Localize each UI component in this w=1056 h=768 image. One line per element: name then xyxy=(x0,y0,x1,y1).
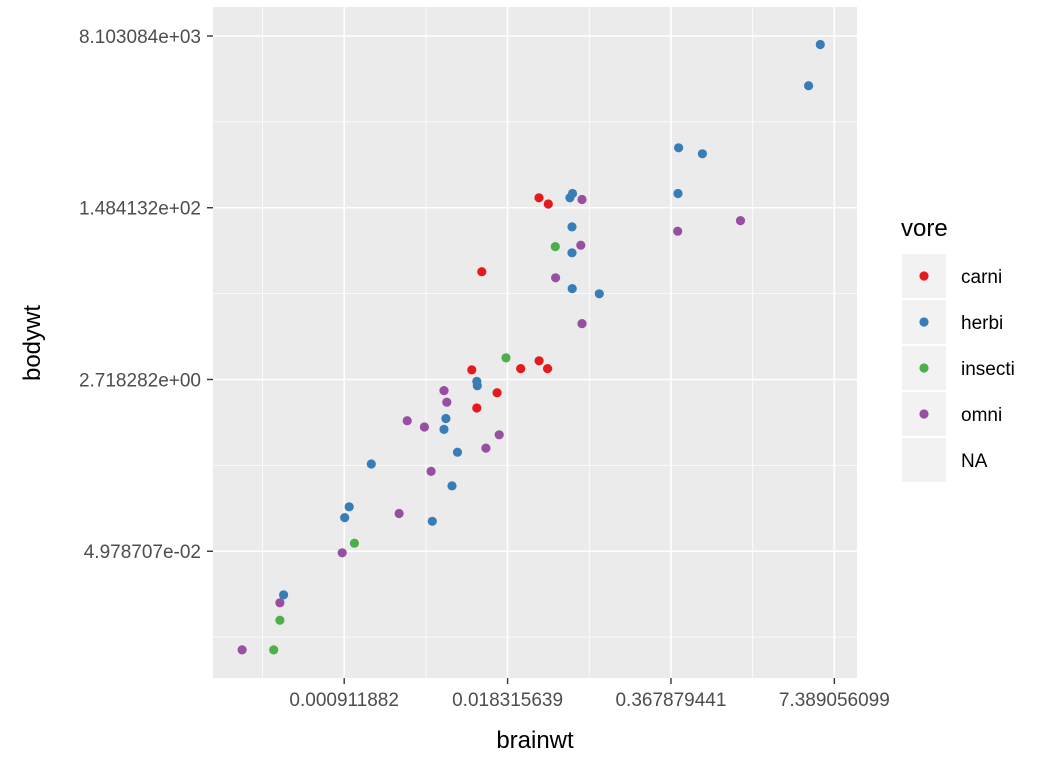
legend-label-insecti: insecti xyxy=(961,359,1015,380)
data-point-omni xyxy=(442,397,452,407)
legend-swatch-herbi xyxy=(919,317,929,327)
data-point-herbi xyxy=(815,39,825,50)
data-point-carni xyxy=(543,199,553,209)
data-point-omni xyxy=(337,548,347,558)
data-point-herbi xyxy=(567,248,577,258)
data-point-carni xyxy=(543,364,553,374)
data-point-herbi xyxy=(594,289,604,299)
data-points xyxy=(237,39,825,655)
data-point-insecti xyxy=(269,645,279,655)
data-point-omni xyxy=(402,416,412,426)
data-point-herbi xyxy=(472,376,482,386)
data-point-herbi xyxy=(344,502,354,512)
data-point-herbi xyxy=(447,481,457,491)
data-point-herbi xyxy=(439,424,449,434)
data-point-omni xyxy=(481,443,491,453)
legend-title: vore xyxy=(901,215,948,242)
y-axis: 4.978707e-02 2.718282e+00 1.484132e+02 8.10… xyxy=(79,27,213,563)
legend-key-na xyxy=(902,438,946,482)
data-point-herbi xyxy=(452,447,463,457)
data-point-herbi xyxy=(279,590,289,600)
legend-label-herbi: herbi xyxy=(961,313,1003,334)
data-point-herbi xyxy=(441,413,451,424)
legend-label-na: NA xyxy=(961,451,988,472)
data-point-omni xyxy=(394,508,404,519)
legend: vore carni herbi insecti omni NA xyxy=(901,215,1015,482)
data-point-herbi xyxy=(674,143,684,153)
data-point-omni xyxy=(673,226,683,236)
data-point-herbi xyxy=(567,222,577,232)
data-point-omni xyxy=(735,216,746,226)
data-point-omni xyxy=(551,273,561,283)
data-point-herbi xyxy=(673,188,683,199)
y-tick-label: 1.484132e+02 xyxy=(79,199,201,220)
grid-major xyxy=(213,7,857,678)
y-tick-label: 2.718282e+00 xyxy=(79,370,201,391)
data-point-insecti xyxy=(275,615,285,625)
data-point-herbi xyxy=(567,284,577,294)
data-point-omni xyxy=(577,319,587,329)
x-axis-title: brainwt xyxy=(496,727,574,754)
data-point-omni xyxy=(439,386,449,396)
x-tick-label: 0.000911882 xyxy=(289,690,399,711)
data-point-carni xyxy=(472,403,482,413)
data-point-omni xyxy=(577,194,587,205)
legend-swatch-omni xyxy=(919,409,929,419)
x-tick-label: 0.018315639 xyxy=(452,690,563,711)
data-point-carni xyxy=(534,356,544,366)
y-axis-title: bodywt xyxy=(19,305,46,381)
data-point-omni xyxy=(419,422,429,432)
legend-swatch-insecti xyxy=(919,363,929,373)
data-point-carni xyxy=(534,193,544,203)
x-tick-label: 0.367879441 xyxy=(615,690,726,711)
grid-minor xyxy=(213,7,857,678)
data-point-herbi xyxy=(366,459,376,469)
data-point-omni xyxy=(576,240,586,250)
y-tick-label: 4.978707e-02 xyxy=(84,542,201,563)
data-point-omni xyxy=(426,466,436,476)
legend-label-carni: carni xyxy=(961,267,1002,288)
data-point-carni xyxy=(516,364,526,374)
x-tick-label: 7.389056099 xyxy=(779,690,890,711)
data-point-carni xyxy=(477,267,487,277)
data-point-omni xyxy=(275,598,285,608)
data-point-herbi xyxy=(567,188,578,199)
data-point-carni xyxy=(492,388,502,398)
data-point-omni xyxy=(494,430,504,440)
panel-background xyxy=(213,7,857,678)
legend-swatch-carni xyxy=(919,271,929,281)
data-point-herbi xyxy=(340,513,350,523)
x-axis: 0.000911882 0.018315639 0.367879441 7.38905… xyxy=(289,678,890,711)
data-point-herbi xyxy=(427,516,437,526)
y-tick-label: 8.103084e+03 xyxy=(79,27,201,48)
data-point-insecti xyxy=(550,242,560,252)
data-point-omni xyxy=(237,645,247,655)
data-point-insecti xyxy=(501,353,511,363)
data-point-carni xyxy=(467,365,477,375)
data-point-insecti xyxy=(349,538,359,548)
legend-label-omni: omni xyxy=(961,405,1002,426)
data-point-herbi xyxy=(804,81,814,91)
data-point-herbi xyxy=(697,149,708,159)
